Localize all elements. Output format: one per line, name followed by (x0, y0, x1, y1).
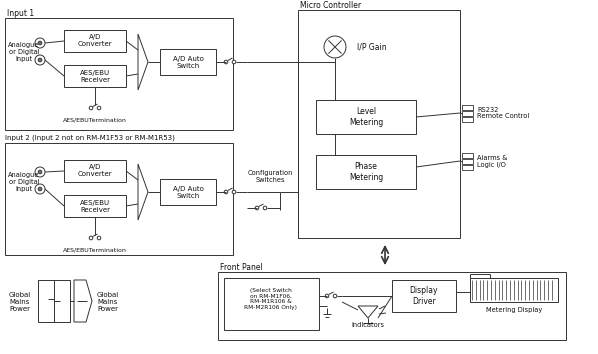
Text: Phase
Metering: Phase Metering (349, 162, 383, 182)
Bar (462, 159, 473, 164)
Bar (462, 111, 473, 116)
Circle shape (263, 206, 267, 210)
Text: Configuration
Switches: Configuration Switches (248, 170, 292, 183)
Polygon shape (138, 34, 148, 90)
Text: Global
Mains
Power: Global Mains Power (97, 292, 119, 312)
Bar (5, 18, 233, 130)
Circle shape (324, 36, 346, 58)
Bar (462, 105, 473, 110)
Bar (298, 10, 460, 238)
Text: Micro Controller: Micro Controller (300, 1, 361, 11)
Bar (160, 179, 216, 205)
Circle shape (224, 190, 228, 194)
Bar (160, 49, 216, 75)
Circle shape (38, 58, 42, 62)
Circle shape (89, 106, 93, 110)
Text: A/D
Converter: A/D Converter (78, 165, 112, 177)
Bar (38, 280, 70, 322)
Bar (224, 278, 319, 330)
Text: AES/EBUTermination: AES/EBUTermination (63, 118, 127, 122)
Circle shape (325, 294, 329, 298)
Circle shape (333, 294, 337, 298)
Bar (64, 160, 126, 182)
Text: I/P Gain: I/P Gain (357, 42, 387, 51)
Text: Metering Display: Metering Display (486, 307, 542, 313)
Bar (64, 195, 126, 217)
Circle shape (232, 190, 236, 194)
Text: Front Panel: Front Panel (220, 263, 263, 272)
Text: Alarms &
Logic I/O: Alarms & Logic I/O (477, 154, 507, 167)
Text: Input 1: Input 1 (7, 10, 34, 18)
Text: AES/EBU
Receiver: AES/EBU Receiver (80, 200, 110, 212)
Circle shape (38, 41, 42, 45)
Bar (470, 278, 558, 302)
Circle shape (97, 236, 101, 240)
Text: A/D
Converter: A/D Converter (78, 34, 112, 47)
Circle shape (232, 60, 236, 64)
Bar (218, 272, 566, 340)
Text: Indicators: Indicators (352, 322, 385, 328)
Circle shape (35, 184, 45, 194)
Bar (462, 153, 473, 158)
Circle shape (224, 60, 228, 64)
Text: Input 2 (Input 2 not on RM-M1F53 or RM-M1R53): Input 2 (Input 2 not on RM-M1F53 or RM-M… (5, 135, 175, 141)
Text: Analogue
or Digital
Input: Analogue or Digital Input (8, 172, 39, 192)
Circle shape (38, 170, 42, 174)
Text: RS232
Remote Control: RS232 Remote Control (477, 107, 529, 120)
Circle shape (38, 187, 42, 191)
Circle shape (97, 106, 101, 110)
Bar (316, 100, 416, 134)
Text: Display
Driver: Display Driver (410, 286, 438, 306)
Polygon shape (138, 164, 148, 220)
Text: AES/EBU
Receiver: AES/EBU Receiver (80, 69, 110, 82)
Text: Analogue
or Digital
Input: Analogue or Digital Input (8, 42, 39, 62)
Circle shape (89, 236, 93, 240)
Text: Level
Metering: Level Metering (349, 107, 383, 127)
Circle shape (35, 38, 45, 48)
Bar (64, 30, 126, 52)
Text: A/D Auto
Switch: A/D Auto Switch (173, 185, 203, 199)
Bar (462, 165, 473, 170)
Text: (Select Switch
on RM-M1F06,
RM-M1R106 &
RM-M2R106 Only): (Select Switch on RM-M1F06, RM-M1R106 & … (245, 288, 297, 310)
Bar (316, 155, 416, 189)
Bar (5, 143, 233, 255)
Circle shape (35, 167, 45, 177)
Bar (64, 65, 126, 87)
Circle shape (35, 55, 45, 65)
Bar (462, 117, 473, 122)
Text: A/D Auto
Switch: A/D Auto Switch (173, 56, 203, 69)
Text: Global
Mains
Power: Global Mains Power (9, 292, 31, 312)
Circle shape (255, 206, 259, 210)
Text: AES/EBUTermination: AES/EBUTermination (63, 247, 127, 252)
Bar (392, 280, 456, 312)
